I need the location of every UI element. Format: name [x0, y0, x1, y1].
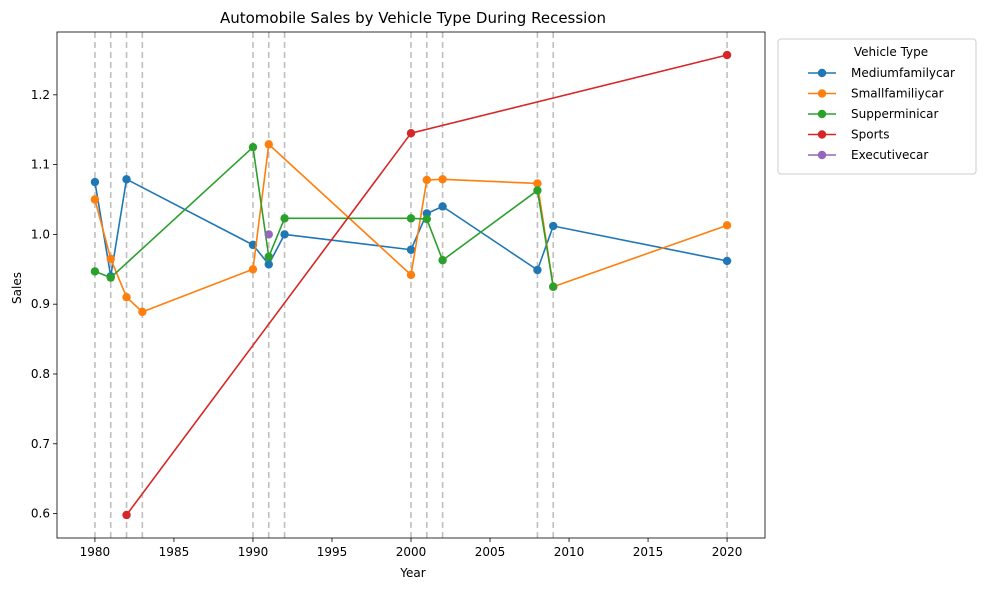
legend-swatch-marker: [817, 130, 827, 139]
series-line-supperminicar: [94, 146, 555, 287]
data-point-supperminicar: [248, 142, 258, 152]
data-point-mediumfamilycar: [406, 245, 416, 254]
series-line-smallfamiliycar: [94, 143, 728, 313]
data-point-mediumfamilycar: [533, 265, 542, 275]
legend-swatch-marker: [817, 109, 827, 119]
legend-entry-mediumfamilycar: Mediumfamilycar: [808, 66, 955, 80]
data-point-smallfamiliycar: [722, 221, 732, 230]
series-mediumfamilycar: [90, 175, 732, 281]
data-point-sports: [122, 510, 131, 520]
data-point-sports: [722, 50, 732, 60]
series-smallfamiliycar: [90, 140, 732, 317]
data-point-supperminicar: [422, 214, 432, 224]
x-tick-label: 2015: [633, 545, 664, 559]
data-point-smallfamiliycar: [248, 265, 258, 274]
legend-label: Executivecar: [851, 148, 928, 162]
legend-label: Mediumfamilycar: [851, 66, 955, 80]
data-point-sports: [406, 129, 416, 138]
legend-entry-sports: Sports: [808, 128, 889, 142]
series-sports: [122, 50, 732, 520]
y-tick-label: 1.2: [31, 88, 50, 102]
data-point-supperminicar: [438, 256, 447, 265]
data-point-mediumfamilycar: [438, 202, 447, 211]
data-point-mediumfamilycar: [90, 177, 100, 187]
x-tick-label: 1995: [317, 545, 348, 559]
x-tick-label: 1985: [159, 545, 190, 559]
x-tick-label: 2000: [396, 545, 427, 559]
data-point-mediumfamilycar: [122, 175, 131, 184]
legend-swatch-marker: [817, 89, 827, 98]
legend-label: Supperminicar: [851, 107, 938, 121]
y-tick-label: 0.8: [31, 367, 50, 381]
data-point-mediumfamilycar: [280, 230, 289, 239]
data-point-supperminicar: [106, 273, 115, 282]
legend-entry-executivecar: Executivecar: [808, 148, 928, 162]
data-point-mediumfamilycar: [549, 221, 558, 231]
legend-entry-smallfamiliycar: Smallfamiliycar: [808, 87, 944, 101]
data-point-smallfamiliycar: [138, 307, 147, 317]
data-point-supperminicar: [264, 252, 273, 261]
data-point-supperminicar: [90, 267, 100, 276]
data-point-smallfamiliycar: [106, 254, 115, 264]
data-point-supperminicar: [533, 186, 542, 195]
y-tick-label: 1.1: [31, 158, 50, 172]
y-tick-label: 1.0: [31, 227, 50, 241]
x-axis: 1980 1985 1990 1995 2000 2005 2010 2015 2020: [80, 538, 743, 559]
y-tick-label: 0.9: [31, 297, 50, 311]
data-point-mediumfamilycar: [264, 260, 273, 269]
data-point-smallfamiliycar: [264, 140, 273, 149]
legend-swatch-marker: [817, 150, 827, 160]
data-point-smallfamiliycar: [422, 175, 432, 185]
series-executivecar: [264, 230, 273, 239]
legend-entry-supperminicar: Supperminicar: [808, 107, 938, 121]
x-tick-label: 2005: [475, 545, 506, 559]
legend-label: Sports: [851, 128, 889, 142]
data-point-mediumfamilycar: [722, 256, 732, 266]
data-point-executivecar: [264, 230, 273, 239]
series-line-mediumfamilycar: [94, 178, 728, 278]
data-point-supperminicar: [280, 214, 289, 223]
data-point-smallfamiliycar: [533, 179, 542, 188]
series-layer: [90, 50, 732, 520]
data-point-smallfamiliycar: [438, 175, 447, 184]
y-tick-label: 0.7: [31, 437, 50, 451]
x-tick-label: 1990: [238, 545, 269, 559]
data-point-smallfamiliycar: [90, 195, 100, 204]
y-axis: 0.6 0.7 0.8 0.9 1.0 1.1 1.2: [31, 88, 57, 521]
legend-title: Vehicle Type: [854, 45, 928, 59]
recession-lines: [94, 32, 728, 538]
data-point-supperminicar: [406, 214, 416, 223]
legend-swatch-marker: [817, 68, 827, 78]
legend-entries: Mediumfamilycar Smallfamiliycar Suppermini…: [808, 66, 955, 162]
y-axis-label: Sales: [10, 272, 24, 304]
data-point-supperminicar: [549, 282, 558, 291]
x-tick-label: 1980: [80, 545, 111, 559]
data-point-smallfamiliycar: [406, 270, 416, 280]
legend: Vehicle Type Mediumfamilycar Smallfamiliy…: [777, 38, 977, 175]
x-tick-label: 2010: [554, 545, 585, 559]
series-supperminicar: [90, 142, 558, 291]
y-tick-label: 0.6: [31, 507, 50, 521]
data-point-smallfamiliycar: [122, 293, 131, 302]
legend-label: Smallfamiliycar: [851, 87, 944, 101]
chart-title: Automobile Sales by Vehicle Type During …: [220, 9, 606, 27]
x-axis-label: Year: [399, 566, 425, 580]
x-tick-label: 2020: [712, 545, 743, 559]
